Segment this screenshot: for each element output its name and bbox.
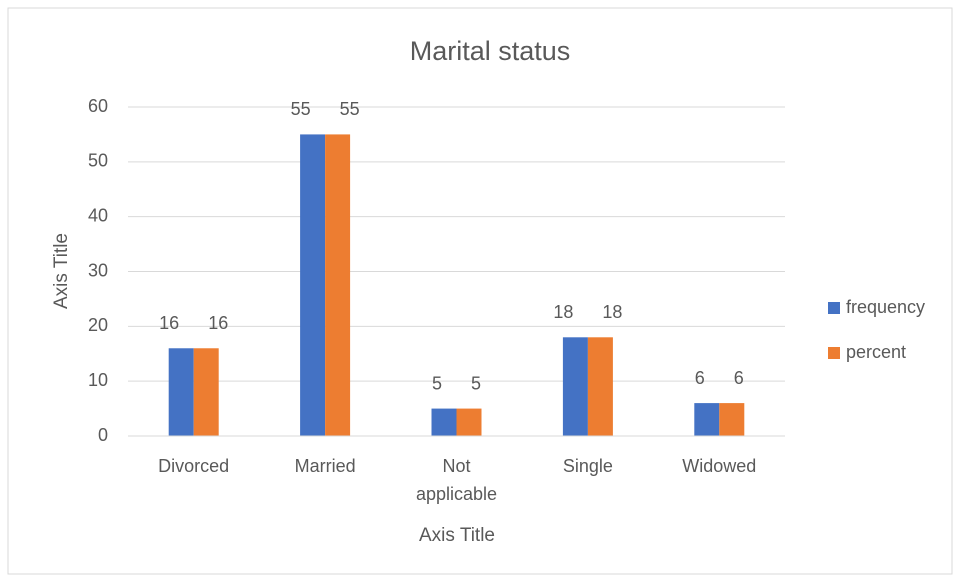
bar bbox=[694, 403, 720, 436]
bar bbox=[719, 403, 745, 436]
bar bbox=[168, 348, 194, 436]
legend-label: percent bbox=[846, 342, 906, 362]
y-tick-label: 0 bbox=[98, 425, 108, 445]
x-tick-label: Married bbox=[295, 456, 356, 476]
bar bbox=[431, 408, 457, 436]
y-axis-title: Axis Title bbox=[51, 233, 72, 309]
data-label: 5 bbox=[471, 373, 481, 393]
x-tick-label: Divorced bbox=[158, 456, 229, 476]
y-tick-label: 10 bbox=[88, 370, 108, 390]
legend-label: frequency bbox=[846, 297, 925, 317]
bar bbox=[193, 348, 219, 436]
y-tick-label: 50 bbox=[88, 151, 108, 171]
data-label: 16 bbox=[208, 313, 228, 333]
data-label: 18 bbox=[553, 302, 573, 322]
x-axis-title: Axis Title bbox=[419, 525, 495, 546]
y-tick-label: 30 bbox=[88, 260, 108, 280]
data-label: 16 bbox=[159, 313, 179, 333]
bar bbox=[562, 337, 588, 436]
y-tick-label: 20 bbox=[88, 315, 108, 335]
data-label: 55 bbox=[340, 99, 360, 119]
y-tick-label: 40 bbox=[88, 205, 108, 225]
bar bbox=[300, 134, 326, 436]
chart-border bbox=[7, 7, 953, 575]
chart-title: Marital status bbox=[410, 36, 571, 66]
bar bbox=[325, 134, 351, 436]
legend-swatch bbox=[828, 302, 840, 314]
data-label: 6 bbox=[734, 368, 744, 388]
data-label: 6 bbox=[695, 368, 705, 388]
x-tick-label: Widowed bbox=[682, 456, 756, 476]
x-tick-label: Single bbox=[563, 456, 613, 476]
data-label: 5 bbox=[432, 373, 442, 393]
bar bbox=[456, 408, 482, 436]
legend-swatch bbox=[828, 347, 840, 359]
y-tick-label: 60 bbox=[88, 96, 108, 116]
bar bbox=[587, 337, 613, 436]
x-tick-label: Not applicable bbox=[416, 456, 497, 504]
data-label: 55 bbox=[291, 99, 311, 119]
data-label: 18 bbox=[602, 302, 622, 322]
